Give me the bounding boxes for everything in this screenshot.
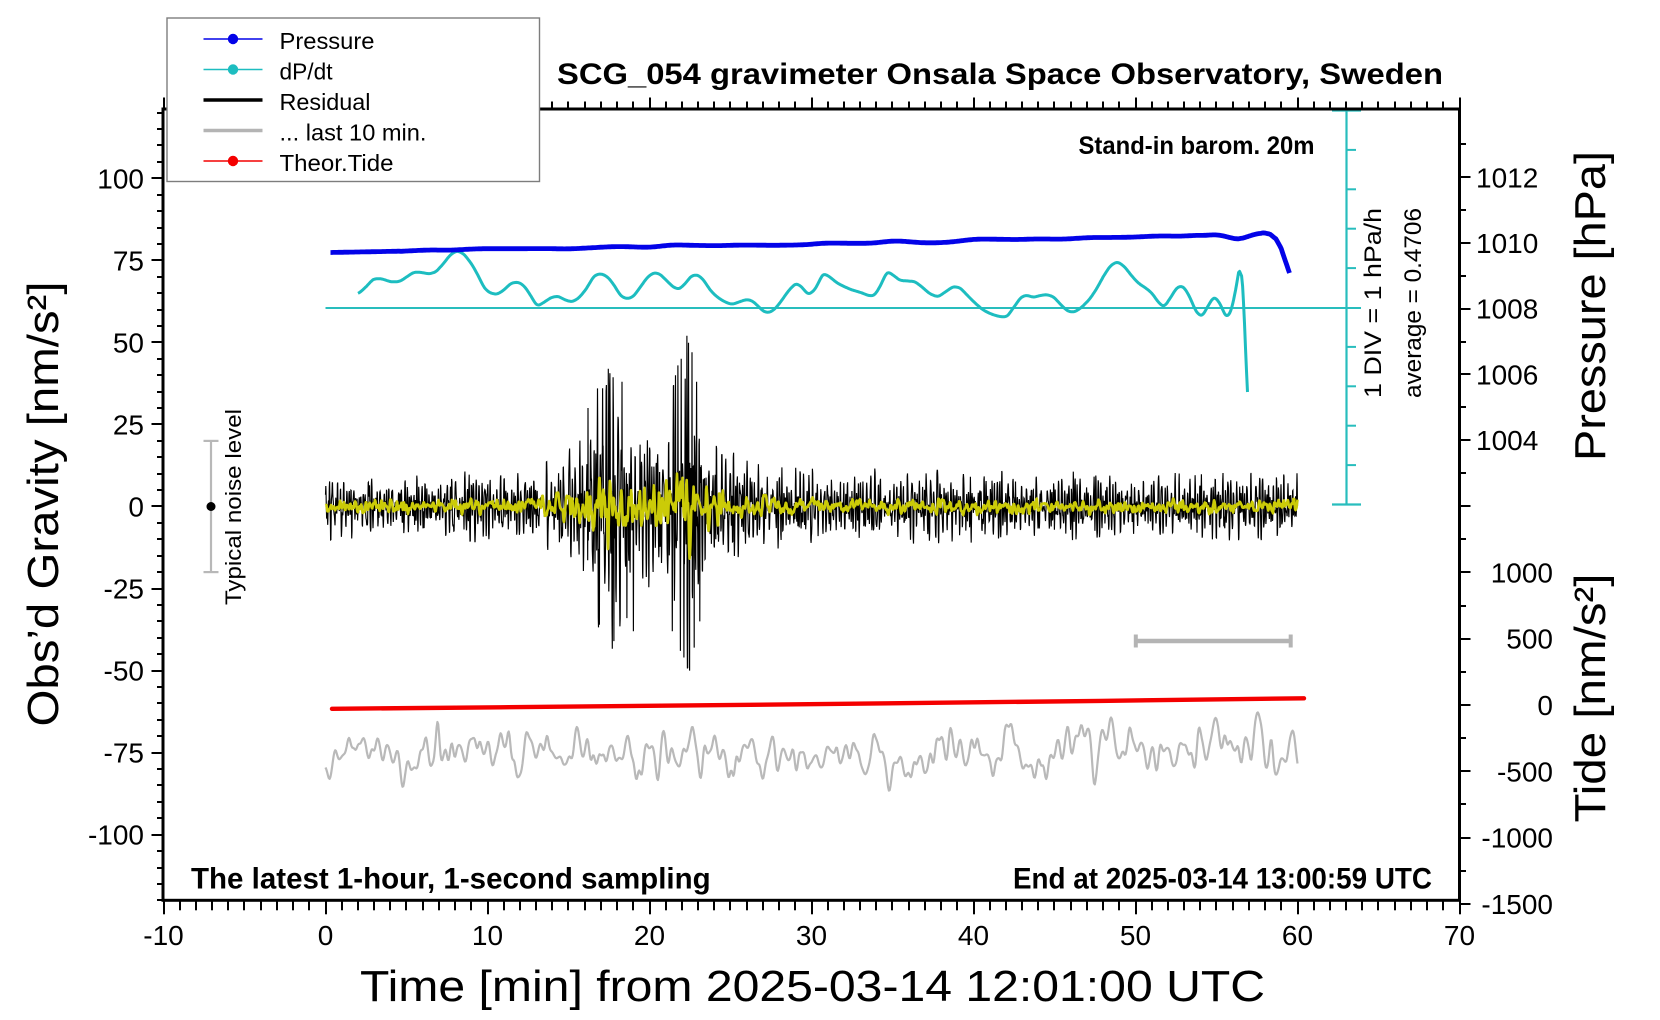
svg-text:20: 20 xyxy=(634,920,665,951)
svg-text:-100: -100 xyxy=(88,820,144,851)
svg-text:1010: 1010 xyxy=(1476,228,1538,259)
svg-text:30: 30 xyxy=(796,920,827,951)
svg-text:100: 100 xyxy=(97,163,144,194)
svg-text:1000: 1000 xyxy=(1491,557,1553,588)
svg-text:Pressure: Pressure xyxy=(280,28,375,54)
svg-text:-75: -75 xyxy=(104,738,144,769)
svg-text:Time [min] from 2025-03-14 12:: Time [min] from 2025-03-14 12:01:00 UTC xyxy=(360,962,1265,1011)
svg-text:-50: -50 xyxy=(104,656,144,687)
svg-text:The latest 1-hour, 1-second sa: The latest 1-hour, 1-second sampling xyxy=(191,863,711,896)
svg-text:average = 0.4706: average = 0.4706 xyxy=(1400,208,1427,398)
svg-text:Obs’d Gravity [nm/s²]: Obs’d Gravity [nm/s²] xyxy=(19,282,68,727)
svg-text:Residual: Residual xyxy=(280,89,371,115)
svg-text:10: 10 xyxy=(472,920,503,951)
svg-text:0: 0 xyxy=(1537,690,1553,721)
svg-text:Tide [nm/s²]: Tide [nm/s²] xyxy=(1566,574,1615,823)
svg-text:... last 10 min.: ... last 10 min. xyxy=(280,120,427,146)
svg-text:-25: -25 xyxy=(104,574,144,605)
svg-text:500: 500 xyxy=(1506,624,1553,655)
svg-text:75: 75 xyxy=(113,245,144,276)
svg-text:-500: -500 xyxy=(1497,756,1553,787)
svg-text:Typical noise level: Typical noise level xyxy=(221,409,246,605)
svg-text:40: 40 xyxy=(958,920,989,951)
svg-text:70: 70 xyxy=(1444,920,1475,951)
svg-text:1012: 1012 xyxy=(1476,162,1538,193)
svg-text:-10: -10 xyxy=(143,920,183,951)
svg-text:-1500: -1500 xyxy=(1481,889,1553,920)
svg-text:Pressure [hPa]: Pressure [hPa] xyxy=(1566,151,1615,461)
svg-text:60: 60 xyxy=(1282,920,1313,951)
svg-text:dP/dt: dP/dt xyxy=(280,59,333,85)
svg-text:50: 50 xyxy=(113,327,144,358)
svg-text:25: 25 xyxy=(113,409,144,440)
svg-text:50: 50 xyxy=(1120,920,1151,951)
svg-text:0: 0 xyxy=(318,920,334,951)
svg-text:0: 0 xyxy=(128,492,144,523)
svg-text:1006: 1006 xyxy=(1476,359,1538,390)
svg-text:Theor.Tide: Theor.Tide xyxy=(280,150,394,176)
svg-text:Stand-in barom. 20m: Stand-in barom. 20m xyxy=(1079,132,1315,160)
svg-text:1 DIV = 1 hPa/h: 1 DIV = 1 hPa/h xyxy=(1360,208,1387,398)
svg-text:End at 2025-03-14 13:00:59 UTC: End at 2025-03-14 13:00:59 UTC xyxy=(1013,863,1432,896)
svg-text:1004: 1004 xyxy=(1476,425,1538,456)
svg-text:1008: 1008 xyxy=(1476,294,1538,325)
svg-text:-1000: -1000 xyxy=(1481,823,1553,854)
svg-text:SCG_054 gravimeter Onsala Spac: SCG_054 gravimeter Onsala Space Observat… xyxy=(557,58,1443,91)
